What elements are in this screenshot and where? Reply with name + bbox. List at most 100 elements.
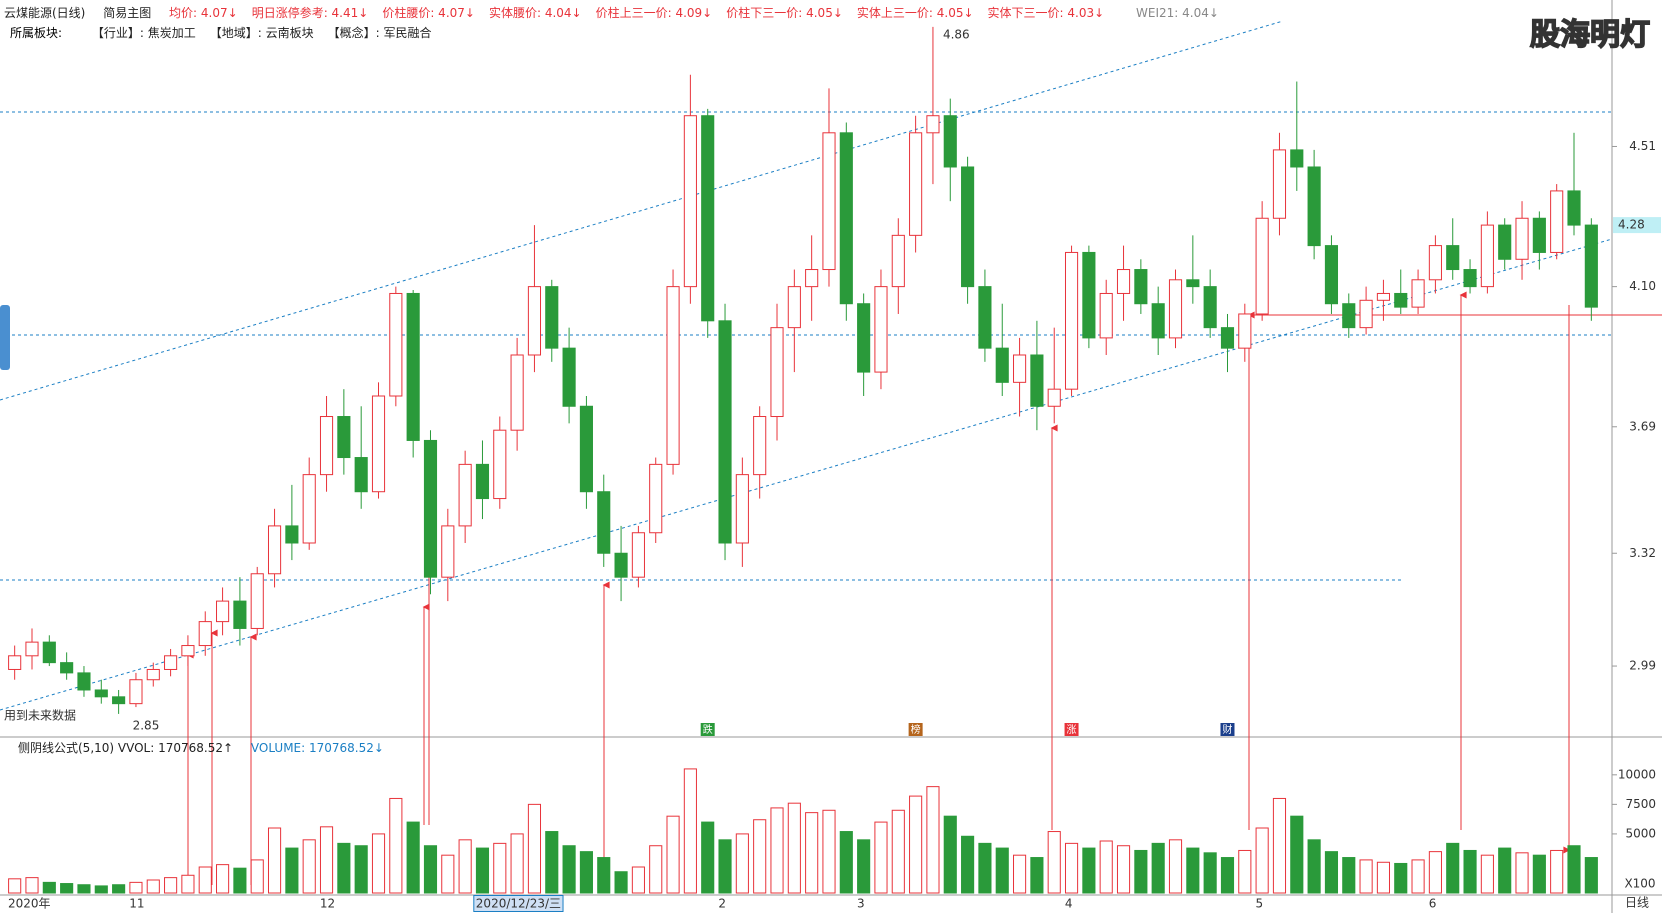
candle-body — [1532, 217, 1546, 253]
event-label: 榜 — [911, 723, 921, 736]
indicator: 实体腰价: 4.04↓ — [488, 6, 582, 20]
volume-bar — [527, 803, 542, 894]
candle-body — [1151, 303, 1165, 339]
event-marker — [908, 723, 923, 736]
volume-bar — [857, 839, 871, 894]
event-marker — [700, 723, 715, 736]
volume-bar — [839, 831, 853, 894]
volume-bar — [1168, 839, 1183, 894]
candle-body — [1342, 303, 1356, 329]
volume-bar — [770, 807, 784, 894]
x-tick-label: 6 — [1429, 897, 1437, 911]
candle-body — [683, 115, 697, 288]
candle-body — [42, 641, 56, 664]
x-tick-label: 2020年 — [8, 897, 51, 911]
mode[interactable]: 简易主图 — [103, 6, 152, 20]
period-label: 日线 — [1625, 896, 1649, 910]
volume-bar — [1290, 815, 1304, 894]
candle-body — [909, 132, 923, 236]
indicator: 明日涨停参考: 4.41↓ — [251, 6, 369, 20]
y-tick-label: 10000 — [1618, 767, 1656, 781]
candle-body — [164, 655, 178, 670]
sector-list: 【行业】: 焦炭加工 【地域】: 云南板块 【概念】: 军民融合 — [92, 26, 446, 40]
candle-body — [475, 463, 490, 500]
volume-bar — [1446, 842, 1460, 894]
x-tick-label: 2020/12/23/三 — [476, 897, 561, 911]
candle-body — [25, 641, 39, 657]
volume-bar — [250, 859, 264, 894]
candle-body — [1376, 292, 1390, 301]
candle-body — [493, 429, 507, 500]
candle-body — [1082, 251, 1096, 339]
event-marker — [1064, 723, 1079, 736]
candle-body — [1550, 190, 1564, 253]
volume-bar — [1238, 849, 1252, 894]
volume-bar — [146, 879, 160, 894]
volume-bar — [181, 874, 195, 894]
candle-body — [718, 320, 732, 544]
indicator: 价柱腰价: 4.07↓ — [382, 6, 475, 20]
candle-body — [1307, 166, 1321, 247]
candle-body — [1498, 224, 1512, 260]
volume-bar — [423, 845, 438, 894]
volume-bar — [319, 826, 334, 894]
volume-bar — [216, 864, 230, 894]
volume-bar — [649, 845, 663, 894]
candle-body — [1099, 292, 1113, 339]
candle-body — [857, 303, 871, 373]
volume-bar — [1480, 854, 1494, 894]
volume-bar — [60, 883, 74, 894]
volume-bar — [891, 809, 905, 894]
candle-body — [995, 347, 1009, 383]
volume-bar — [77, 884, 91, 894]
volume-bar — [475, 847, 490, 894]
candle-body — [961, 166, 975, 288]
volume-bar — [753, 819, 767, 894]
candle-body — [1463, 269, 1477, 288]
candle-body — [1134, 269, 1148, 305]
volume-bar — [371, 833, 386, 894]
unit-label: X100 — [1624, 877, 1655, 891]
volume-bar — [302, 839, 316, 894]
candle-body — [77, 672, 91, 691]
candle-body — [666, 286, 680, 465]
sector: 【行业】: 焦炭加工 — [91, 26, 196, 40]
x-tick-label: 12 — [320, 897, 335, 911]
volume-bar — [267, 827, 282, 894]
candle-body — [1428, 245, 1442, 281]
volume-bar — [805, 812, 819, 894]
candle-body — [510, 354, 524, 431]
volume-bar — [1394, 862, 1408, 894]
y-tick-label: 4.51 — [1629, 139, 1656, 153]
x-tick-label: 3 — [857, 897, 865, 911]
volume-bar — [233, 867, 247, 894]
indicator: 实体上三一价: 4.05↓ — [856, 6, 974, 20]
candle-body — [1047, 388, 1061, 407]
note: 用到未来数据 — [4, 708, 76, 723]
volume-bar — [112, 884, 126, 894]
volume-bar — [1134, 849, 1148, 894]
candle-body — [822, 132, 836, 271]
candle-body — [978, 286, 992, 349]
volume-bar — [1203, 852, 1217, 894]
side-tab[interactable] — [0, 305, 10, 370]
candle-body — [1272, 149, 1287, 219]
candle-body — [112, 696, 126, 705]
volume-bar — [25, 877, 39, 894]
candle-body — [267, 525, 282, 575]
header-line: 云煤能源(日线) 简易主图 均价: 4.07↓ 明日涨停参考: 4.41↓ 价柱腰价… — [4, 4, 1233, 21]
stock-name: 云煤能源(日线) — [4, 6, 86, 20]
volume-bar — [1463, 849, 1477, 894]
candle-body — [1168, 279, 1183, 339]
event-label: 财 — [1222, 723, 1232, 736]
candle-body — [250, 573, 264, 629]
candle-body — [926, 115, 940, 134]
volume-bar — [1064, 842, 1079, 894]
candle-body — [1255, 217, 1269, 315]
volume-bar — [1550, 849, 1564, 894]
volume-header: 侧阴线公式(5,10) VVOL: 170768.52↑ VOLUME: 170… — [18, 739, 398, 756]
volume-bar — [1047, 831, 1061, 894]
volume-bar — [441, 854, 455, 894]
candle-body — [1359, 299, 1373, 329]
